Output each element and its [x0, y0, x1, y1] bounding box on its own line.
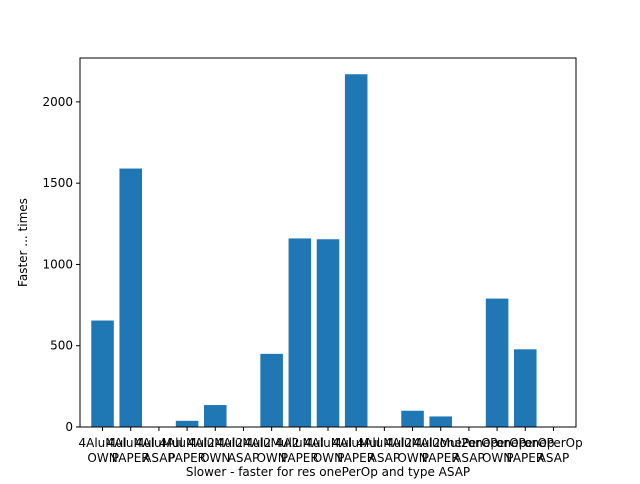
- bar-6: [260, 353, 283, 427]
- x-tick-label-6: 4AluMul2 OWN: [244, 436, 300, 465]
- y-tick-label-3: 1500: [42, 176, 73, 190]
- x-tick-label-5: 4AluMul2 ASAP: [216, 436, 272, 465]
- x-tick-label-0: 4AluMul OWN: [79, 436, 127, 465]
- bar-0: [91, 320, 114, 427]
- y-axis-label: Faster ... times: [16, 198, 30, 287]
- y-tick-label-4: 2000: [42, 95, 73, 109]
- x-tick-label-1: 4AluMul PAPER: [107, 436, 155, 465]
- x-tick-label-7: 4AluMul PAPER: [276, 436, 324, 465]
- bar-15: [514, 349, 537, 427]
- bar-7: [288, 238, 312, 427]
- y-tick-label-1: 500: [50, 339, 73, 353]
- x-tick-label-15: onePerOp PAPER: [496, 436, 555, 465]
- x-tick-label-10: 4AluMul2 ASAP: [357, 436, 413, 465]
- x-tick-label-9: 4AluMul PAPER: [332, 436, 380, 465]
- bar-9: [344, 74, 368, 427]
- x-tick-label-2: 4AluMul ASAP: [135, 436, 183, 465]
- x-tick-label-8: 4AluMul OWN: [304, 436, 352, 465]
- bar-4: [204, 405, 227, 427]
- bar-1: [119, 168, 142, 428]
- y-tick-label-0: 0: [65, 420, 73, 434]
- bar-3: [175, 420, 199, 427]
- y-tick-label-2: 1000: [42, 257, 73, 271]
- bar-12: [429, 416, 452, 427]
- bar-11: [401, 410, 424, 427]
- bar-14: [485, 298, 509, 427]
- x-tick-label-16: onePerOp ASAP: [524, 436, 583, 465]
- x-tick-label-3: 4AluMul2 PAPER: [159, 436, 215, 465]
- x-tick-label-11: 4AluMul2 OWN: [385, 436, 441, 465]
- bar-8: [316, 239, 340, 427]
- x-tick-label-12: 4AluMul2 PAPER: [413, 436, 469, 465]
- x-tick-label-4: 4AluMul2 OWN: [187, 436, 243, 465]
- y-ticks-group: 0 500 1000 1500 2000: [42, 95, 80, 434]
- x-axis-label: Slower - faster for res onePerOp and typ…: [186, 465, 470, 479]
- bars-group: [91, 74, 537, 428]
- x-tick-label-14: onePerOp OWN: [468, 436, 527, 465]
- x-tick-label-13: onePerOp ASAP: [440, 436, 499, 465]
